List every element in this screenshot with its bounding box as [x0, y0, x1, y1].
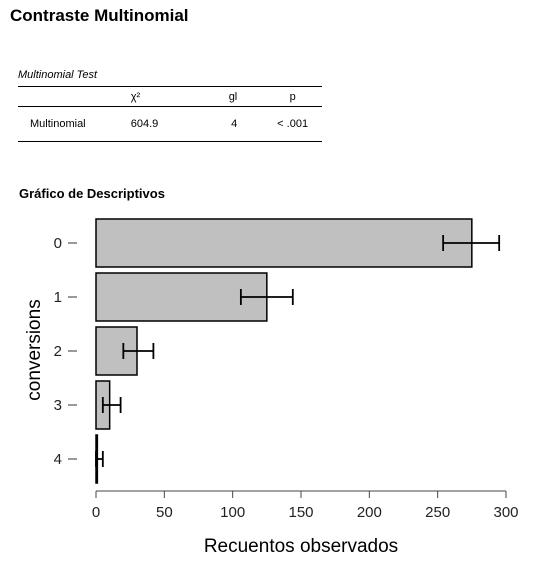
- multinomial-test-table: χ² gl p Multinomial 604.9 4 < .001: [18, 86, 322, 142]
- x-tick-label-200: 200: [357, 504, 382, 521]
- table-row: Multinomial 604.9 4 < .001: [18, 107, 322, 142]
- error-bars-layer: [95, 235, 501, 467]
- y-axis: 0 1 2 3 4: [54, 235, 77, 468]
- x-tick-label-100: 100: [220, 504, 245, 521]
- y-tick-label-2: 2: [54, 343, 62, 360]
- error-bar-1: [239, 289, 294, 305]
- multinomial-test-table-container: Multinomial Test χ² gl p Multinomial 604…: [18, 68, 322, 142]
- x-axis: 0 50 100 150 200 250 300: [92, 490, 519, 521]
- header-chi-square: χ²: [130, 90, 141, 103]
- y-tick-label-3: 3: [54, 397, 62, 414]
- x-tick-label-250: 250: [425, 504, 450, 521]
- y-tick-label-0: 0: [54, 235, 62, 252]
- x-tick-label-150: 150: [288, 504, 313, 521]
- bar-0: [95, 218, 473, 268]
- x-tick-label-300: 300: [493, 504, 518, 521]
- page-title: Contraste Multinomial: [10, 6, 189, 25]
- table-header-row: χ² gl p: [18, 86, 322, 107]
- plot-title: Gráfico de Descriptivos: [19, 186, 165, 201]
- x-tick-label-50: 50: [156, 504, 173, 521]
- x-tick-label-0: 0: [92, 504, 100, 521]
- error-bar-4: [95, 451, 104, 467]
- header-p: p: [289, 90, 296, 103]
- error-bar-3: [101, 397, 122, 413]
- bars-layer: [95, 218, 473, 484]
- cell-test-name: Multinomial: [30, 118, 86, 130]
- error-bar-0: [442, 235, 501, 251]
- y-tick-label-1: 1: [54, 289, 62, 306]
- cell-df: 4: [231, 118, 238, 130]
- error-bar-2: [122, 343, 155, 359]
- cell-p-value: < .001: [277, 118, 309, 130]
- cell-chi-square: 604.9: [130, 118, 159, 130]
- y-axis-title: conversions: [24, 299, 45, 400]
- table-caption: Multinomial Test: [18, 69, 98, 81]
- x-axis-title: Recuentos observados: [204, 536, 398, 557]
- y-tick-label-4: 4: [54, 451, 62, 468]
- header-df: gl: [228, 90, 238, 103]
